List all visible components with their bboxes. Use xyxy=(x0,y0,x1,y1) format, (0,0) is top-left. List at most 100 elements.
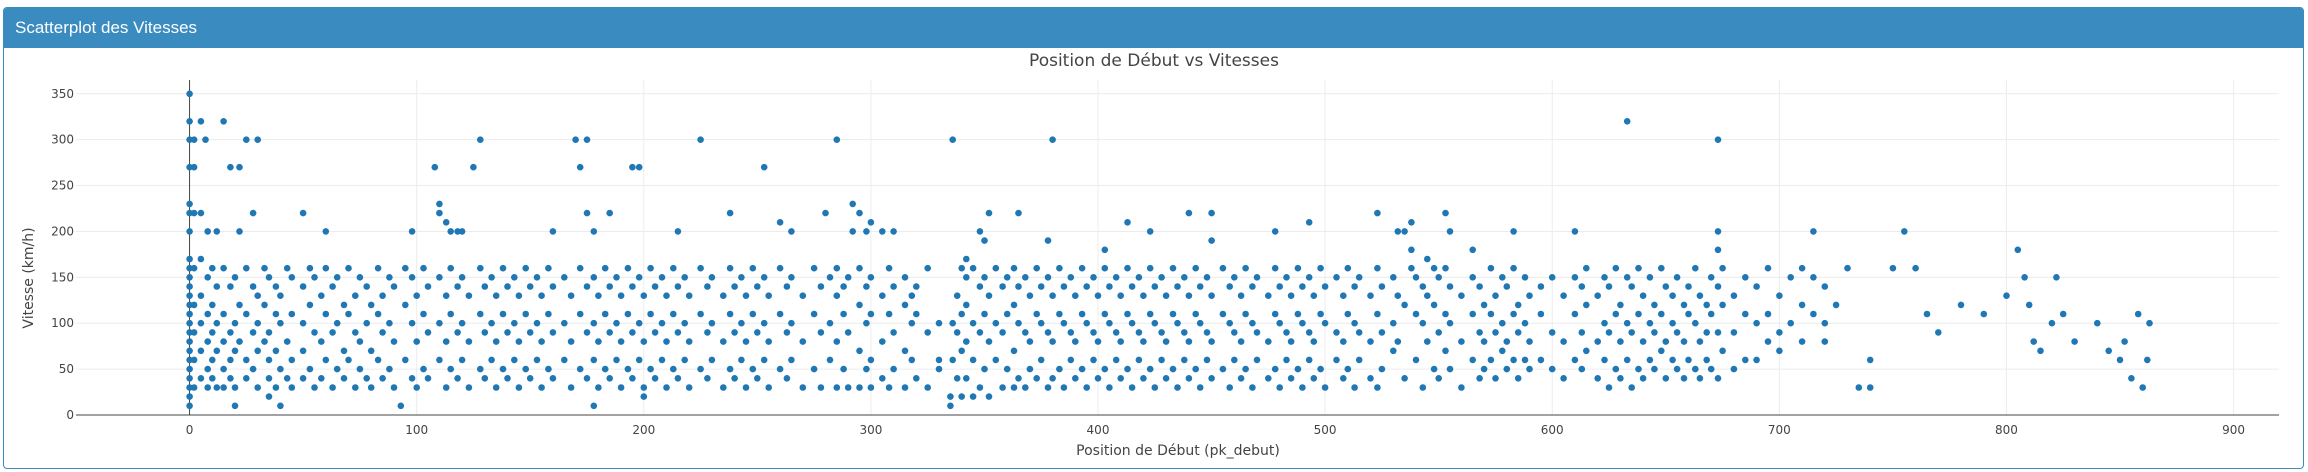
data-point[interactable] xyxy=(1651,301,1658,309)
data-point[interactable] xyxy=(890,283,897,290)
data-point[interactable] xyxy=(1355,356,1363,364)
data-point[interactable] xyxy=(1094,292,1102,299)
data-point[interactable] xyxy=(1571,356,1579,364)
data-point[interactable] xyxy=(2037,347,2044,355)
data-point[interactable] xyxy=(863,319,870,327)
data-point[interactable] xyxy=(833,338,841,345)
data-point[interactable] xyxy=(1487,264,1495,272)
data-point[interactable] xyxy=(1714,228,1722,235)
data-point[interactable] xyxy=(647,310,654,318)
data-point[interactable] xyxy=(1128,319,1136,327)
data-point[interactable] xyxy=(1578,365,1586,373)
data-point[interactable] xyxy=(2003,292,2010,299)
data-point[interactable] xyxy=(1605,384,1613,391)
data-point[interactable] xyxy=(1015,209,1022,217)
data-point[interactable] xyxy=(1128,283,1136,290)
data-point[interactable] xyxy=(1367,292,1374,299)
data-point[interactable] xyxy=(949,356,956,364)
data-point[interactable] xyxy=(1810,274,1817,281)
data-point[interactable] xyxy=(1521,319,1529,327)
data-point[interactable] xyxy=(227,283,234,290)
data-point[interactable] xyxy=(685,292,693,299)
data-point[interactable] xyxy=(1714,329,1722,336)
data-point[interactable] xyxy=(1378,329,1386,336)
data-point[interactable] xyxy=(1271,264,1279,272)
data-point[interactable] xyxy=(1521,274,1529,281)
data-point[interactable] xyxy=(447,310,455,318)
data-point[interactable] xyxy=(1044,237,1052,244)
data-point[interactable] xyxy=(1276,283,1283,290)
data-point[interactable] xyxy=(458,228,466,235)
data-point[interactable] xyxy=(953,329,961,336)
data-point[interactable] xyxy=(186,255,193,263)
data-point[interactable] xyxy=(1692,365,1699,373)
data-point[interactable] xyxy=(760,274,768,281)
data-point[interactable] xyxy=(1703,329,1710,336)
data-point[interactable] xyxy=(190,301,198,309)
data-point[interactable] xyxy=(1714,283,1722,290)
data-point[interactable] xyxy=(799,292,807,299)
data-point[interactable] xyxy=(374,356,382,364)
data-point[interactable] xyxy=(436,209,443,217)
data-point[interactable] xyxy=(1271,365,1279,373)
data-point[interactable] xyxy=(465,292,473,299)
data-point[interactable] xyxy=(1146,310,1154,318)
data-point[interactable] xyxy=(197,255,205,263)
data-point[interactable] xyxy=(1424,255,1431,263)
data-point[interactable] xyxy=(458,319,466,327)
data-point[interactable] xyxy=(1101,246,1109,254)
data-point[interactable] xyxy=(363,319,371,327)
data-point[interactable] xyxy=(1628,384,1635,391)
data-point[interactable] xyxy=(901,347,909,355)
data-point[interactable] xyxy=(420,365,427,373)
data-point[interactable] xyxy=(1158,274,1165,281)
data-point[interactable] xyxy=(742,292,750,299)
data-point[interactable] xyxy=(776,219,784,226)
data-point[interactable] xyxy=(299,347,307,355)
data-point[interactable] xyxy=(1499,274,1506,281)
data-point[interactable] xyxy=(1935,329,1942,336)
data-point[interactable] xyxy=(685,338,693,345)
data-point[interactable] xyxy=(306,264,314,272)
data-point[interactable] xyxy=(1265,292,1272,299)
data-point[interactable] xyxy=(249,283,257,290)
data-point[interactable] xyxy=(1090,329,1097,336)
data-point[interactable] xyxy=(1510,264,1517,272)
data-point[interactable] xyxy=(1226,384,1233,391)
data-point[interactable] xyxy=(658,356,666,364)
data-point[interactable] xyxy=(1067,274,1075,281)
data-point[interactable] xyxy=(1492,292,1499,299)
data-point[interactable] xyxy=(1714,375,1722,382)
data-point[interactable] xyxy=(1294,264,1302,272)
data-point[interactable] xyxy=(1583,347,1590,355)
data-point[interactable] xyxy=(2144,356,2151,364)
data-point[interactable] xyxy=(1401,301,1408,309)
data-point[interactable] xyxy=(1072,338,1079,345)
data-point[interactable] xyxy=(1310,338,1318,345)
data-point[interactable] xyxy=(1003,274,1011,281)
data-point[interactable] xyxy=(2094,319,2101,327)
data-point[interactable] xyxy=(220,118,227,125)
data-point[interactable] xyxy=(617,338,625,345)
data-point[interactable] xyxy=(704,375,711,382)
data-point[interactable] xyxy=(742,384,750,391)
data-point[interactable] xyxy=(1283,274,1290,281)
data-point[interactable] xyxy=(329,329,336,336)
data-point[interactable] xyxy=(1476,375,1483,382)
data-point[interactable] xyxy=(197,375,205,382)
data-point[interactable] xyxy=(635,163,643,171)
data-point[interactable] xyxy=(1067,356,1075,364)
data-point[interactable] xyxy=(1435,274,1442,281)
data-point[interactable] xyxy=(697,365,704,373)
data-point[interactable] xyxy=(190,209,198,217)
data-point[interactable] xyxy=(1072,375,1079,382)
data-point[interactable] xyxy=(890,365,897,373)
data-point[interactable] xyxy=(1680,301,1688,309)
data-point[interactable] xyxy=(254,347,261,355)
data-point[interactable] xyxy=(265,375,273,382)
data-point[interactable] xyxy=(533,356,541,364)
data-point[interactable] xyxy=(265,356,273,364)
data-point[interactable] xyxy=(1192,365,1199,373)
data-point[interactable] xyxy=(283,264,291,272)
data-point[interactable] xyxy=(363,283,371,290)
